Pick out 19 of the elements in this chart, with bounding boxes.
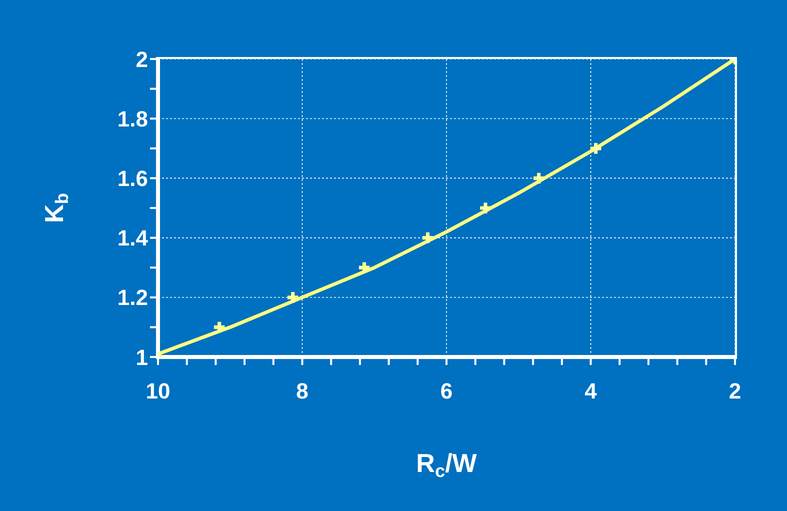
y-tick-label: 1.2 [117,285,148,310]
x-tick-label: 4 [584,378,598,404]
point [480,202,491,214]
point [358,262,370,273]
point [533,172,544,184]
y-tick-label: 1.6 [117,166,148,192]
point [214,322,225,333]
y-tick-label: 1.4 [117,226,149,251]
x-tick-label: 2 [728,378,742,404]
x-axis-title: R$_{c}$/W [416,448,478,480]
x-tick-label: 6 [440,378,453,404]
x-tick-label: 10 [146,378,170,404]
y-tick-label: 1.8 [117,106,148,132]
point [288,292,298,303]
point [422,232,434,244]
y-tick-label: 2 [136,46,148,72]
point [590,143,602,154]
y-tick-label: 1 [136,344,148,370]
x-tick-label: 8 [296,378,308,404]
